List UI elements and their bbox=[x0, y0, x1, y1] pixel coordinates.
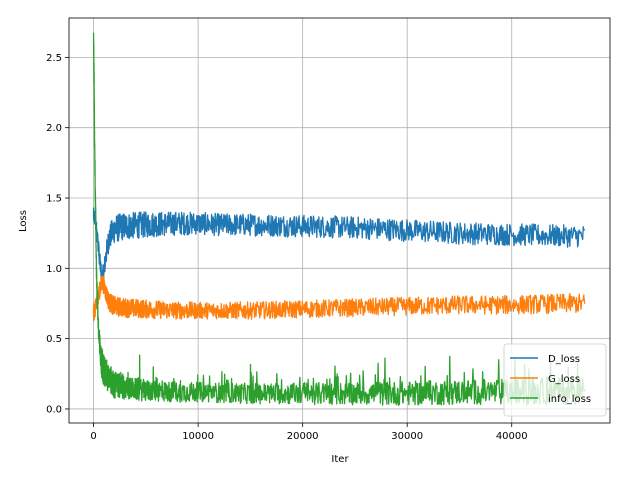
y-tick-label: 2.5 bbox=[46, 53, 62, 64]
x-tick-label: 40000 bbox=[496, 431, 528, 442]
x-tick-label: 0 bbox=[90, 431, 96, 442]
plot-lines bbox=[92, 32, 586, 407]
y-tick-label: 1.5 bbox=[46, 194, 62, 205]
legend-label: info_loss bbox=[548, 394, 591, 405]
x-tick-label: 10000 bbox=[182, 431, 214, 442]
y-tick-label: 1.0 bbox=[46, 264, 62, 275]
legend-label: G_loss bbox=[548, 374, 580, 385]
plot-frame bbox=[68, 17, 611, 424]
series-line-D-loss bbox=[92, 207, 586, 288]
series-line-info-loss bbox=[92, 32, 586, 407]
legend: D_loss G_loss info_loss bbox=[503, 343, 607, 417]
x-tick-label: 20000 bbox=[287, 431, 319, 442]
x-axis-label: Iter bbox=[331, 454, 349, 465]
series-line-G-loss bbox=[92, 275, 586, 322]
x-tick-label: 30000 bbox=[391, 431, 423, 442]
legend-label: D_loss bbox=[548, 354, 580, 365]
y-tick-label: 0.5 bbox=[46, 334, 62, 345]
y-axis-label: Loss bbox=[18, 210, 29, 232]
y-tick-label: 0.0 bbox=[46, 404, 62, 415]
axis-ticks: 0 10000 20000 30000 40000 0.0 0.5 1.0 1.5 2.0 2.5 bbox=[46, 53, 528, 442]
y-tick-label: 2.0 bbox=[46, 123, 62, 134]
